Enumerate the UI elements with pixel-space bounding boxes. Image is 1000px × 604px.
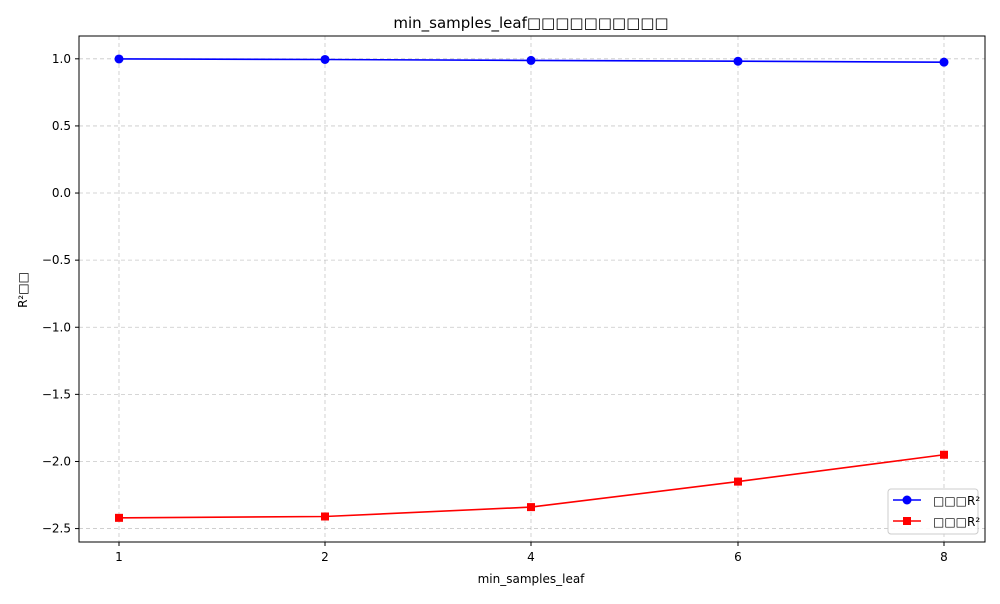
x-axis-ticks: 1 2 4 6 8 <box>115 542 948 564</box>
legend-marker-train <box>902 495 912 505</box>
y-tick-label: −2.5 <box>42 522 71 536</box>
x-tick-label: 2 <box>321 550 329 564</box>
series-point-test <box>734 477 742 486</box>
y-tick-label: −0.5 <box>42 253 71 267</box>
y-tick-label: 0.5 <box>52 119 71 133</box>
y-axis-label: R²□□ <box>16 272 30 308</box>
x-tick-label: 8 <box>940 550 948 564</box>
series-point-train <box>320 54 330 64</box>
chart-title: min_samples_leaf□□□□□□□□□□ <box>393 14 668 33</box>
x-tick-label: 1 <box>115 550 123 564</box>
y-tick-label: 0.0 <box>52 186 71 200</box>
legend-label-test: □□□R² <box>933 515 980 529</box>
series-point-train <box>939 57 949 67</box>
y-tick-label: −2.0 <box>42 454 71 468</box>
legend-marker-test <box>903 517 911 525</box>
x-tick-label: 6 <box>734 550 742 564</box>
y-axis-ticks: 1.0 0.5 0.0 −0.5 −1.0 −1.5 −2.0 −2.5 <box>42 52 79 536</box>
series-point-train <box>526 55 536 65</box>
plot-frame <box>78 35 986 543</box>
x-tick-label: 4 <box>527 550 535 564</box>
y-tick-label: −1.0 <box>42 320 71 334</box>
series-point-test <box>321 512 329 521</box>
legend: □□□R² □□□R² <box>887 488 980 535</box>
series-point-test <box>115 513 123 522</box>
x-axis-label: min_samples_leaf <box>478 572 586 586</box>
series-layer <box>114 54 949 522</box>
series-point-train <box>733 56 743 66</box>
y-tick-label: 1.0 <box>52 52 71 66</box>
series-point-train <box>114 54 124 64</box>
series-point-test <box>527 503 535 512</box>
y-tick-label: −1.5 <box>42 387 71 401</box>
legend-label-train: □□□R² <box>933 494 980 508</box>
series-point-test <box>940 450 948 459</box>
